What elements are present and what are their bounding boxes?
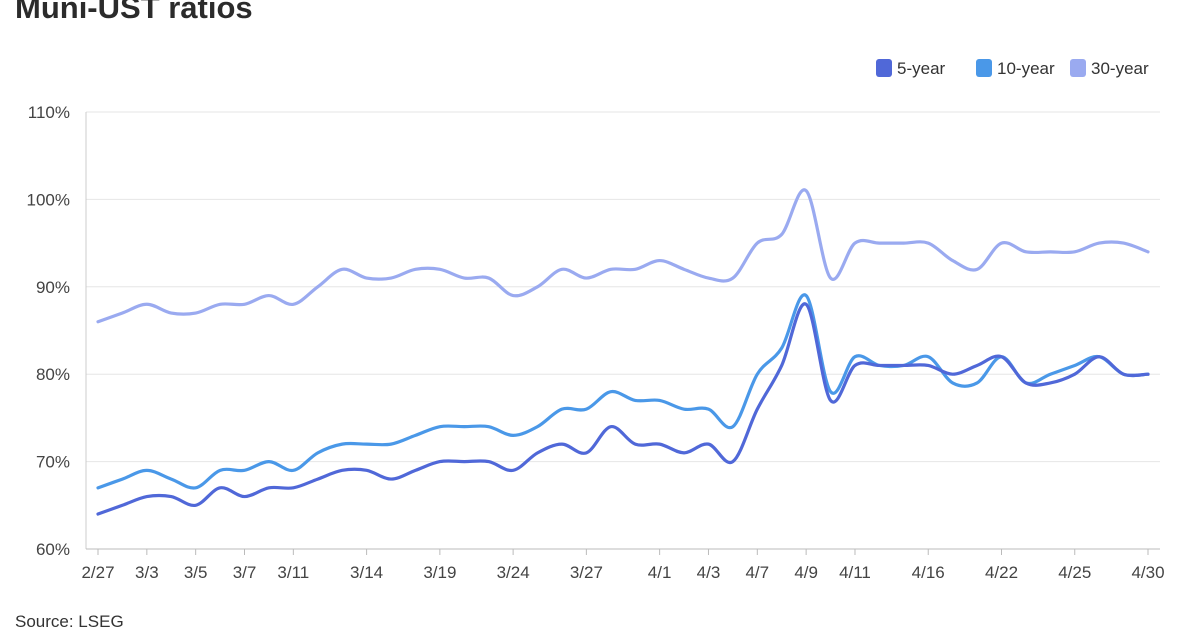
legend-item-30-year[interactable]: 30-year [1070,59,1149,78]
source-note: Source: LSEG [15,612,124,631]
x-tick-label: 3/24 [497,563,530,582]
y-tick-label: 80% [36,365,70,384]
y-tick-label: 100% [27,190,70,209]
y-tick-label: 110% [28,103,70,122]
x-tick-label: 4/3 [697,563,721,582]
chart-title: Muni-UST ratios [15,0,253,25]
legend-swatch [876,59,892,77]
y-tick-label: 90% [36,278,70,297]
legend-swatch [1070,59,1086,77]
grid [86,111,1160,463]
x-tick-label: 3/27 [570,563,603,582]
legend-item-10-year[interactable]: 10-year [976,59,1055,78]
x-tick-label: 2/27 [81,563,114,582]
x-tick-label: 4/30 [1131,563,1164,582]
x-tick-label: 3/11 [277,563,309,582]
x-tick-label: 4/1 [648,563,672,582]
x-tick-label: 3/5 [184,563,208,582]
x-tick-label: 4/7 [745,563,769,582]
axes: 60% 70% 80% 90% 100% 110% 2/27 3/3 3/5 3/7 3/11 3/1… [27,103,1165,582]
legend-label: 10-year [997,59,1055,78]
x-tick-label: 4/16 [912,563,945,582]
y-tick-label: 70% [36,453,70,472]
series-line-10-year [96,293,1150,490]
x-tick-label: 4/11 [839,563,871,582]
series-line-30-year [96,188,1150,324]
x-tick-label: 3/3 [135,563,159,582]
y-tick-label: 60% [36,540,70,559]
x-tick-label: 4/25 [1058,563,1091,582]
series-lines [96,188,1150,516]
x-tick-label: 3/14 [350,563,383,582]
legend-label: 30-year [1091,59,1149,78]
series-line-5-year [96,302,1150,516]
legend-item-5-year[interactable]: 5-year [876,59,946,78]
legend-swatch [976,59,992,77]
x-tick-label: 4/22 [985,563,1018,582]
x-tick-label: 4/9 [794,563,818,582]
x-tick-label: 3/7 [233,563,257,582]
x-tick-label: 3/19 [423,563,456,582]
legend-label: 5-year [897,59,946,78]
legend: 5-year 10-year 30-year [876,59,1149,78]
